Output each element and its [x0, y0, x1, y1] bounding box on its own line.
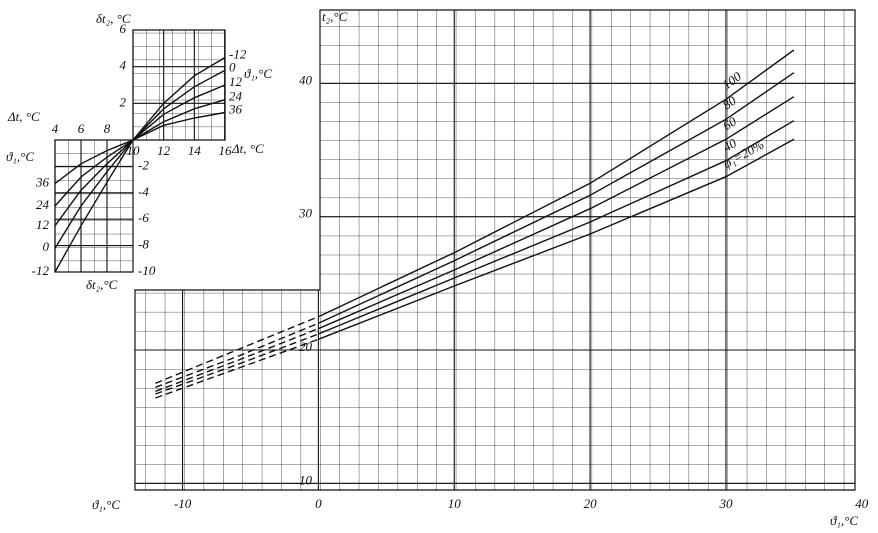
curve	[54, 139, 134, 185]
curve-dashed	[155, 328, 319, 392]
y-tick-label: -4	[138, 184, 149, 199]
curve	[132, 111, 226, 141]
series-label: 36	[228, 101, 243, 116]
curve-dashed	[155, 338, 319, 399]
curve	[318, 96, 795, 330]
x-tick-label: 4	[52, 121, 59, 136]
curve	[318, 138, 795, 340]
inset-x-label: Δt, °C	[231, 141, 264, 156]
x-tick-label: 10	[448, 496, 462, 511]
series-label: 12	[36, 217, 50, 232]
inset-series-label: ϑ₁,°C	[244, 66, 272, 81]
y-tick-label: 4	[120, 58, 127, 73]
x-axis-label: ϑ₁,°C	[92, 497, 120, 512]
curve-dashed	[155, 333, 319, 395]
x-tick-label: 12	[157, 143, 171, 158]
y-tick-label: 20	[299, 339, 313, 354]
series-label: 24	[229, 89, 243, 104]
series-label: 24	[36, 197, 50, 212]
y-tick-label: 10	[299, 472, 313, 487]
curve	[318, 49, 795, 318]
x-axis-label: ϑ₁,°C	[830, 513, 858, 528]
x-tick-label: 14	[188, 143, 202, 158]
x-tick-label: 20	[584, 496, 598, 511]
y-tick-label: -2	[138, 157, 149, 172]
y-tick-label: -6	[138, 210, 149, 225]
x-tick-label: 30	[718, 496, 733, 511]
curve	[54, 139, 134, 249]
inset-series-label: ϑ₁,°C	[6, 149, 34, 164]
curve	[54, 139, 134, 227]
curve	[132, 99, 226, 141]
x-tick-label: 40	[855, 496, 869, 511]
plot-layer: -1001020304010203040100806040φ₁=20%10121…	[32, 9, 869, 511]
y-tick-label: 30	[298, 206, 313, 221]
series-label: 0	[43, 239, 50, 254]
inset-y-label: δt₂,°C	[86, 277, 118, 292]
x-tick-label: 6	[78, 121, 85, 136]
x-tick-label: 16	[219, 143, 233, 158]
x-tick-label: 8	[104, 121, 111, 136]
y-tick-label: -10	[138, 263, 156, 278]
curve-dashed	[155, 322, 319, 388]
curve	[54, 139, 134, 273]
y-tick-label: -8	[138, 237, 149, 252]
x-tick-label: 0	[315, 496, 322, 511]
inset-x-label: Δt, °C	[7, 109, 40, 124]
series-label: 12	[229, 74, 243, 89]
series-label: 0	[229, 59, 236, 74]
inset-y-label: δt₂, °C	[96, 11, 131, 26]
curve	[132, 56, 226, 141]
grid-area	[134, 9, 856, 491]
series-label: -12	[32, 263, 50, 278]
curve	[54, 139, 134, 207]
series-label: 36	[35, 175, 50, 190]
x-tick-label: -10	[174, 496, 192, 511]
y-tick-label: 6	[120, 21, 127, 36]
curve-dashed	[155, 316, 319, 384]
y-axis-label: t₂,°C	[322, 9, 348, 24]
y-tick-label: 2	[120, 94, 127, 109]
curve	[318, 120, 795, 335]
y-tick-label: 40	[299, 72, 313, 87]
curve	[132, 69, 226, 141]
series-label: -12	[229, 46, 247, 61]
curve	[132, 84, 226, 141]
curve	[318, 72, 795, 324]
